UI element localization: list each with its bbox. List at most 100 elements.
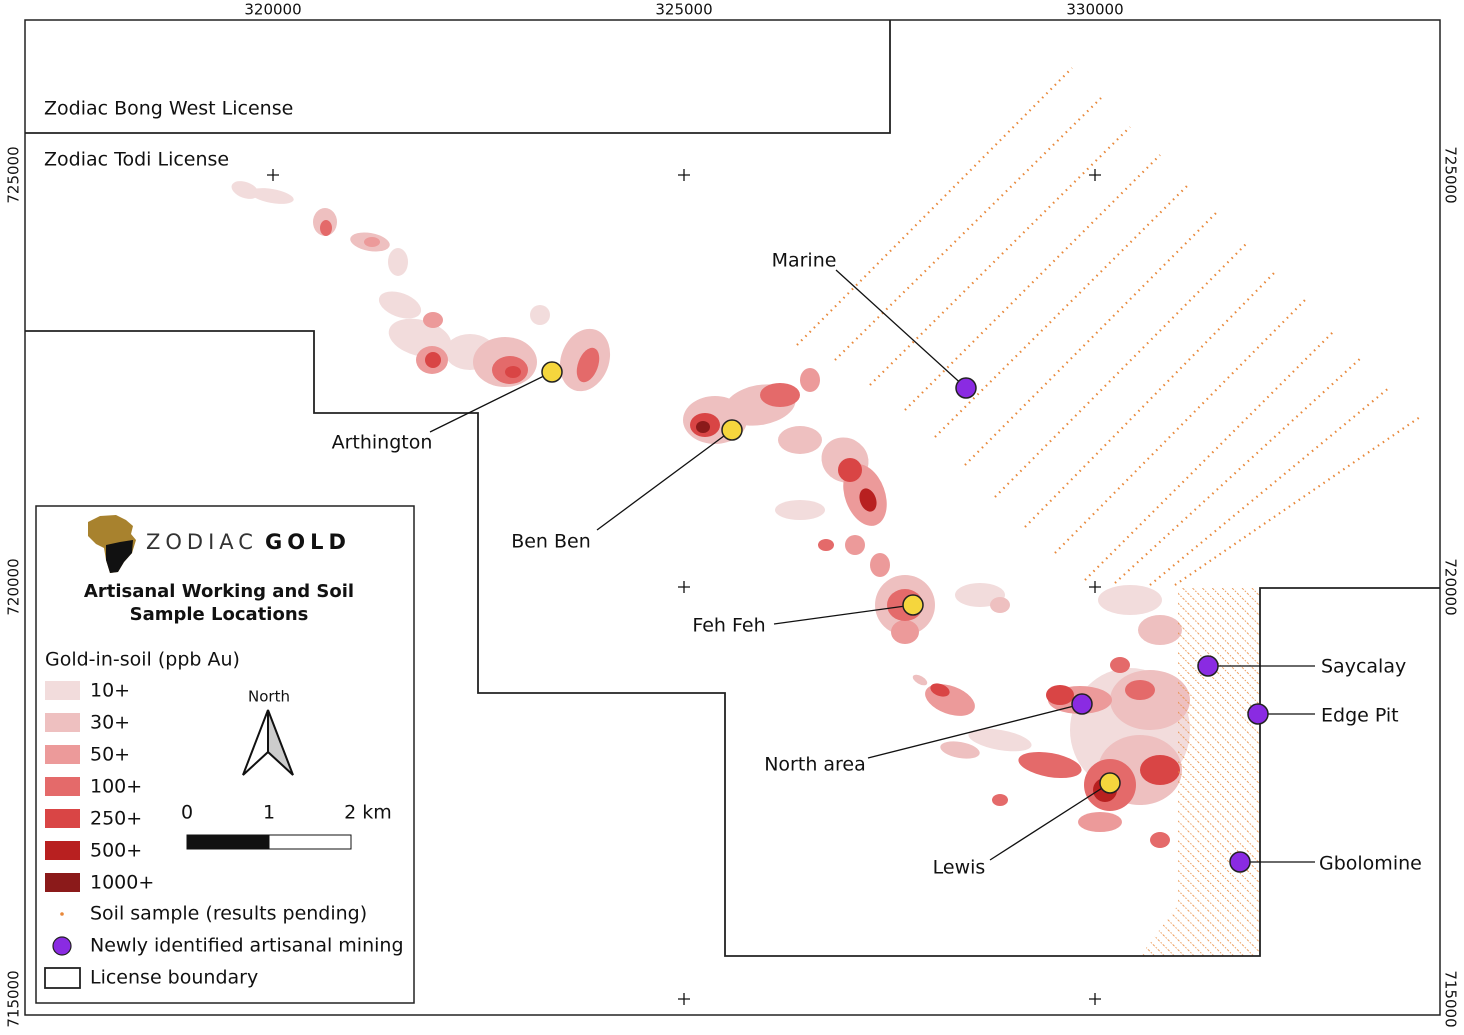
legend-label: 1000+ xyxy=(90,872,154,894)
heat-blob xyxy=(1078,812,1122,832)
site-marker xyxy=(1197,655,1219,677)
legend-label: License boundary xyxy=(90,967,258,989)
legend-swatch xyxy=(45,809,80,828)
site-label: Marine xyxy=(772,250,837,272)
grid-cross xyxy=(678,581,690,593)
heat-blob xyxy=(320,220,332,236)
site-marker xyxy=(1071,693,1093,715)
logo-text: ZODIAC xyxy=(146,530,258,554)
grid: 320000 325000 330000 725000 725000 720000 7200… xyxy=(5,1,1460,1028)
site-marker xyxy=(541,361,563,383)
legend-heading: Gold-in-soil (ppb Au) xyxy=(45,649,240,671)
north-label: North xyxy=(248,688,290,706)
heat-blob xyxy=(838,458,862,482)
legend-new-swatch xyxy=(52,936,72,956)
scale-label: 0 xyxy=(181,802,193,824)
heat-blob xyxy=(1046,685,1074,705)
heat-blob xyxy=(818,539,834,551)
legend-swatch xyxy=(45,745,80,764)
site-label: Lewis xyxy=(933,857,986,879)
soil-line xyxy=(1084,329,1336,581)
heat-blob xyxy=(968,728,1032,752)
site-label: Gbolomine xyxy=(1319,853,1422,875)
heat-blob xyxy=(423,312,443,328)
heat-blob xyxy=(378,291,422,319)
northing-label: 725000 xyxy=(1442,146,1460,203)
heat-blob xyxy=(912,674,928,686)
soil-line xyxy=(1149,386,1391,586)
heat-blob xyxy=(696,421,710,433)
northing-label: 720000 xyxy=(1442,558,1460,615)
site-label: Ben Ben xyxy=(511,531,591,553)
heat-blob xyxy=(891,620,919,644)
soil-line xyxy=(834,97,1102,361)
heat-blob xyxy=(1138,615,1182,645)
northing-label: 725000 xyxy=(5,146,23,203)
legend-label: Soil sample (results pending) xyxy=(90,903,367,925)
heat-blob xyxy=(1125,680,1155,700)
grid-cross xyxy=(1089,993,1101,1005)
grid-cross xyxy=(678,993,690,1005)
site-marker xyxy=(1099,772,1121,794)
leader-line xyxy=(867,703,1083,759)
legend-label: 50+ xyxy=(90,744,130,766)
legend-swatch xyxy=(45,681,80,700)
heat-blob xyxy=(530,305,550,325)
site-label: Saycalay xyxy=(1321,656,1406,678)
leader-line xyxy=(835,269,967,389)
heat-blob xyxy=(425,352,441,368)
site-label: Edge Pit xyxy=(1321,705,1399,727)
leader-line xyxy=(429,371,553,433)
legend-label: 250+ xyxy=(90,808,142,830)
legend-label: 10+ xyxy=(90,680,130,702)
legend-swatch xyxy=(45,777,80,796)
heat-blob xyxy=(1018,751,1082,779)
heat-blob xyxy=(388,248,408,276)
legend-title: Sample Locations xyxy=(130,604,309,625)
license-boundary xyxy=(25,20,891,134)
grid-cross xyxy=(1089,169,1101,181)
heat-blob xyxy=(930,683,950,697)
site-marker xyxy=(1229,851,1251,873)
soil-lines xyxy=(796,67,1421,586)
legend-box xyxy=(35,505,415,1004)
soil-line xyxy=(869,126,1131,386)
heat-blob xyxy=(940,741,980,759)
northing-label: 720000 xyxy=(5,558,23,615)
site-label: Feh Feh xyxy=(692,615,765,637)
heat-blob xyxy=(845,535,865,555)
grid-cross xyxy=(678,169,690,181)
grid-cross xyxy=(1089,581,1101,593)
heat-blob xyxy=(760,383,800,407)
legend-swatch xyxy=(45,873,80,892)
scale-label: 2 km xyxy=(344,802,392,824)
license-boundary xyxy=(25,330,1440,957)
grid-cross xyxy=(267,169,279,181)
license-label: Zodiac Todi License xyxy=(44,149,229,171)
site-marker xyxy=(955,377,977,399)
sites: Marine Arthington Ben Ben Feh Feh North area… xyxy=(332,250,1422,879)
easting-label: 325000 xyxy=(655,1,712,19)
leader-line xyxy=(773,604,914,625)
legend-label: 30+ xyxy=(90,712,130,734)
site-label: Arthington xyxy=(332,432,433,454)
scale-label: 1 xyxy=(263,802,275,824)
legend-label: 500+ xyxy=(90,840,142,862)
legend-classes: 10+ 30+ 50+ 100+ 250+ 500+ 1000+ xyxy=(45,680,154,894)
heat-blob xyxy=(250,188,294,204)
legend: ZODIAC GOLD Artisanal Working and Soil S… xyxy=(35,505,415,1004)
site-marker xyxy=(721,419,743,441)
heat-blob xyxy=(1150,832,1170,848)
heat-blob xyxy=(576,347,600,383)
easting-label: 330000 xyxy=(1066,1,1123,19)
north-arrow xyxy=(267,709,294,776)
legend-label: 100+ xyxy=(90,776,142,798)
heat-blob xyxy=(778,426,822,454)
easting-label: 320000 xyxy=(244,1,301,19)
site-marker xyxy=(1247,703,1269,725)
heat-blob xyxy=(990,597,1010,613)
license-label: Zodiac Bong West License xyxy=(44,98,293,120)
heat-blob xyxy=(800,368,820,392)
legend-swatch xyxy=(45,841,80,860)
